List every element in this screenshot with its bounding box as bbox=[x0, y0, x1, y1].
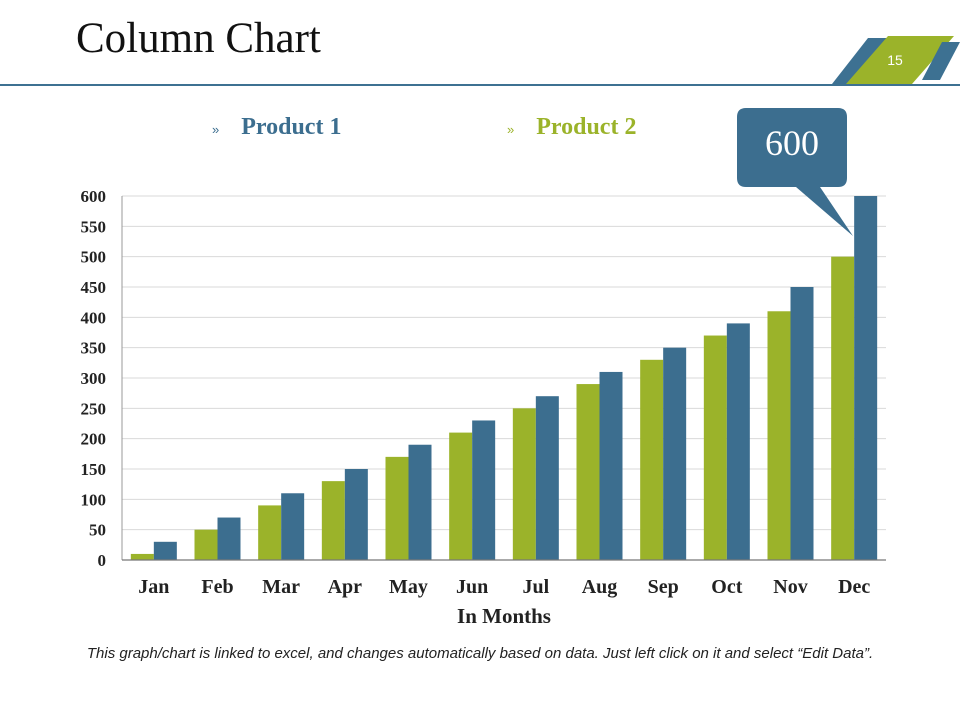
bar-product-1-apr bbox=[344, 469, 368, 560]
value-callout: 600 bbox=[737, 108, 853, 236]
legend-label-product-1: Product 1 bbox=[241, 114, 342, 140]
legend-item-product-2: » Product 2 bbox=[507, 114, 636, 141]
bar-product-2-may bbox=[385, 456, 409, 560]
x-tick-label: Jul bbox=[522, 576, 549, 598]
legend-bullet-icon: » bbox=[212, 122, 220, 137]
callout-value: 600 bbox=[765, 123, 819, 163]
bar-product-2-jun bbox=[449, 432, 473, 560]
y-tick-label: 600 bbox=[81, 187, 107, 206]
bar-product-2-jul bbox=[512, 408, 536, 560]
bar-product-1-sep bbox=[663, 347, 687, 560]
y-tick-label: 0 bbox=[98, 551, 107, 570]
x-tick-label: Dec bbox=[838, 576, 870, 598]
x-tick-label: Mar bbox=[262, 576, 300, 598]
bar-product-1-aug bbox=[599, 371, 623, 560]
bar-product-1-jan bbox=[153, 541, 177, 560]
x-tick-label: Jun bbox=[456, 576, 488, 598]
badge-right-shape bbox=[922, 42, 960, 80]
y-tick-label: 100 bbox=[81, 490, 107, 509]
bar-product-1-dec bbox=[854, 196, 878, 560]
footnote: This graph/chart is linked to excel, and… bbox=[86, 645, 874, 662]
y-tick-label: 400 bbox=[81, 308, 107, 327]
y-tick-label: 550 bbox=[81, 217, 107, 236]
x-tick-label: Sep bbox=[648, 576, 679, 598]
legend-label-product-2: Product 2 bbox=[536, 114, 637, 140]
bar-product-2-feb bbox=[194, 529, 218, 560]
x-axis-label: In Months bbox=[457, 604, 551, 628]
bar-product-2-jan bbox=[130, 553, 154, 560]
bar-product-2-mar bbox=[258, 505, 282, 560]
page-number: 15 bbox=[887, 52, 903, 68]
y-tick-label: 350 bbox=[81, 339, 107, 358]
bar-product-2-aug bbox=[576, 384, 600, 560]
slide-title: Column Chart bbox=[76, 15, 321, 62]
x-tick-label: May bbox=[389, 576, 428, 598]
y-tick-label: 150 bbox=[81, 460, 107, 479]
bar-product-2-sep bbox=[640, 359, 664, 560]
y-tick-label: 500 bbox=[81, 248, 107, 267]
page-number-badge bbox=[832, 36, 960, 84]
x-tick-labels: Jan Feb Mar Apr May Jun Jul Aug Sep Oct Nov Dec bbox=[138, 576, 870, 598]
legend-item-product-1: » Product 1 bbox=[212, 114, 341, 141]
badge-front-shape bbox=[846, 36, 954, 84]
bar-product-1-may bbox=[408, 444, 432, 560]
bar-product-1-feb bbox=[217, 517, 241, 560]
bar-product-2-apr bbox=[321, 481, 345, 560]
y-tick-label: 200 bbox=[81, 430, 107, 449]
bar-product-2-dec bbox=[831, 256, 855, 560]
y-tick-label: 300 bbox=[81, 369, 107, 388]
x-tick-label: Feb bbox=[201, 576, 233, 598]
y-tick-label: 50 bbox=[89, 521, 106, 540]
x-tick-label: Oct bbox=[711, 576, 742, 598]
y-tick-label: 450 bbox=[81, 278, 107, 297]
bars bbox=[130, 196, 878, 560]
y-tick-label: 250 bbox=[81, 399, 107, 418]
bar-product-1-jul bbox=[535, 396, 559, 560]
callout-bubble bbox=[737, 108, 853, 236]
y-tick-labels: 0 50 100 150 200 250 300 350 400 450 500 550 600 bbox=[81, 187, 107, 570]
x-tick-label: Apr bbox=[328, 576, 363, 598]
bar-product-2-nov bbox=[767, 311, 791, 560]
x-tick-label: Jan bbox=[138, 576, 169, 598]
bar-product-1-mar bbox=[281, 493, 305, 560]
title-divider bbox=[0, 84, 960, 86]
legend-bullet-icon: » bbox=[507, 122, 515, 137]
bar-product-1-nov bbox=[790, 287, 814, 560]
bar-product-1-oct bbox=[726, 323, 750, 560]
axes bbox=[121, 196, 886, 561]
x-tick-label: Nov bbox=[773, 576, 807, 598]
bar-product-1-jun bbox=[472, 420, 496, 560]
gridlines bbox=[122, 195, 886, 531]
x-tick-label: Aug bbox=[582, 576, 618, 598]
bar-product-2-oct bbox=[703, 335, 727, 560]
